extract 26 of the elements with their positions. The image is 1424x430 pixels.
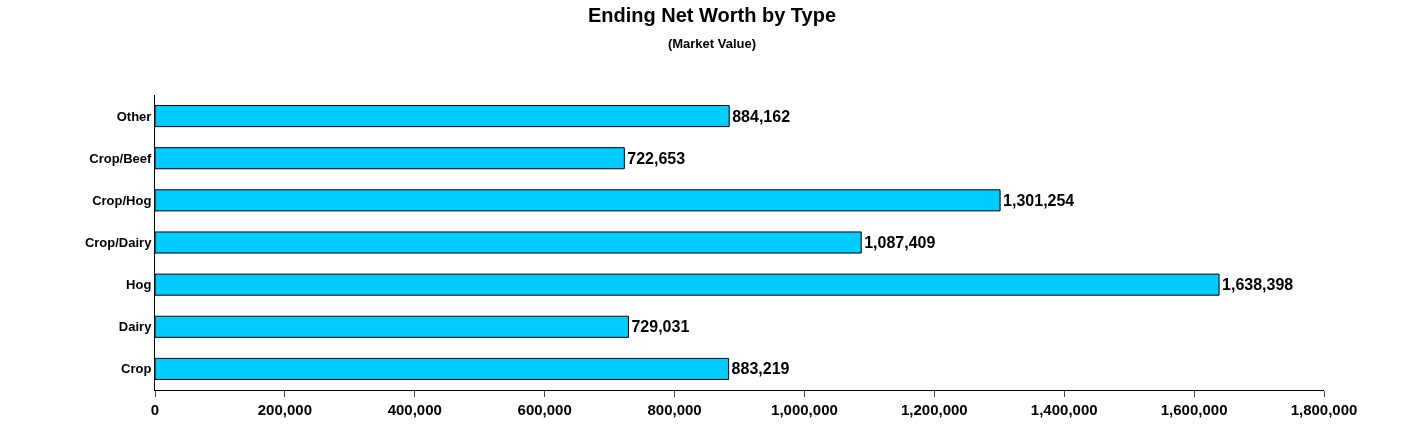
y-tick-label: Crop/Dairy [84,235,153,251]
data-label: 722,653 [627,149,686,167]
y-tick-label: Crop/Hog [92,192,152,208]
data-label: 1,301,254 [1003,191,1075,209]
y-tick-label: Dairy [118,319,153,335]
chart-title: Ending Net Worth by Type [587,3,837,26]
data-label: 884,162 [732,107,791,125]
chart-subtitle: (Market Value) [667,35,757,51]
data-label: 1,638,398 [1222,276,1294,294]
y-tick-label: Crop/Beef [89,150,153,166]
x-tick-label: 1,400,000 [1030,401,1098,418]
x-tick-label: 1,000,000 [771,401,838,418]
y-tick-label: Other [116,108,152,124]
x-tick-label: 200,000 [257,401,313,418]
x-tick-label: 400,000 [387,401,442,418]
y-tick-label: Hog [126,277,152,293]
x-tick-label: 1,600,000 [1160,401,1228,418]
x-tick-label: 1,200,000 [900,401,968,418]
x-tick-label: 1,800,000 [1290,401,1358,418]
data-label: 729,031 [631,318,690,336]
x-tick-label: 0 [150,401,160,418]
x-tick-label: 600,000 [517,401,572,418]
x-tick-label: 800,000 [647,401,702,418]
y-tick-label: Crop [121,361,152,377]
data-label: 1,087,409 [864,234,936,251]
data-label: 883,219 [731,360,790,378]
